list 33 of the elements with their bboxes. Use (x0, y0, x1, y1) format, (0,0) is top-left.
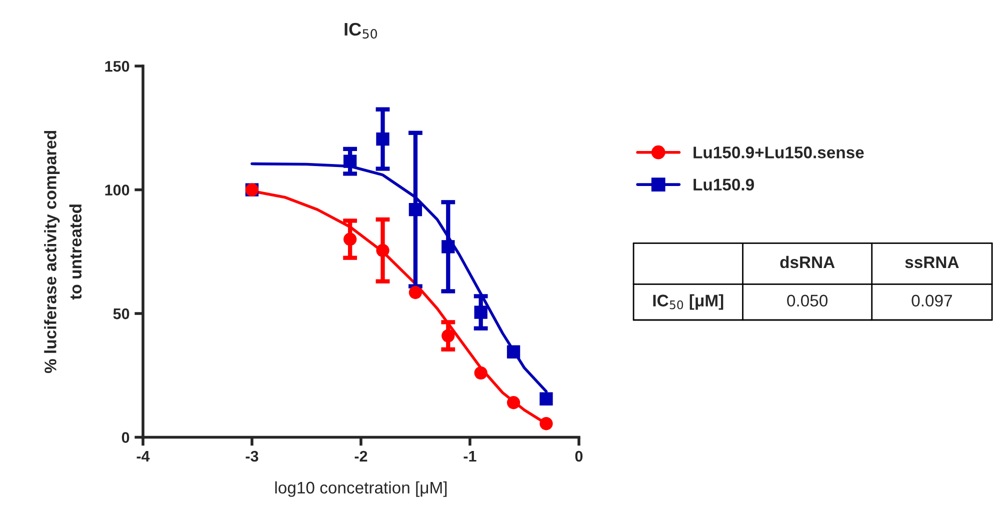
text: IC$_{50}$ [μM] (653, 294, 724, 310)
text: 0.097 (912, 294, 952, 307)
point (442, 329, 455, 342)
x-axis-title: log10 concetration [μM] (275, 481, 447, 497)
y-tick-label: 0 (122, 432, 130, 443)
text: ssRNA (905, 256, 959, 268)
point (540, 392, 553, 406)
point (474, 306, 488, 319)
x-tick-label: -2 (354, 450, 368, 462)
point (506, 396, 520, 410)
chart-title: IC$_{50}$ (344, 22, 378, 39)
point (376, 244, 390, 257)
x-tick-label: -3 (246, 450, 258, 462)
x-tick-label: 0 (575, 450, 583, 462)
legend-label: Lu150.9+Lu150.sense (694, 146, 864, 158)
legend-label: Lu150.9 (694, 178, 754, 191)
point (540, 417, 553, 430)
text: dsRNA (780, 256, 835, 268)
point (474, 366, 488, 380)
y-tick-label: 100 (105, 184, 130, 196)
point (442, 240, 455, 254)
point (376, 132, 390, 146)
point (408, 202, 422, 216)
text: 0.050 (787, 294, 828, 307)
point (506, 345, 520, 358)
y-tick-label: 50 (113, 308, 130, 320)
x-tick-label: -4 (136, 451, 150, 462)
x-tick-label: -1 (464, 451, 476, 462)
point (408, 286, 422, 300)
point (343, 154, 357, 168)
point (343, 232, 357, 246)
y-axis-title: % luciferase activity compared to untreated (44, 130, 82, 374)
y-tick-label: 150 (105, 60, 130, 72)
